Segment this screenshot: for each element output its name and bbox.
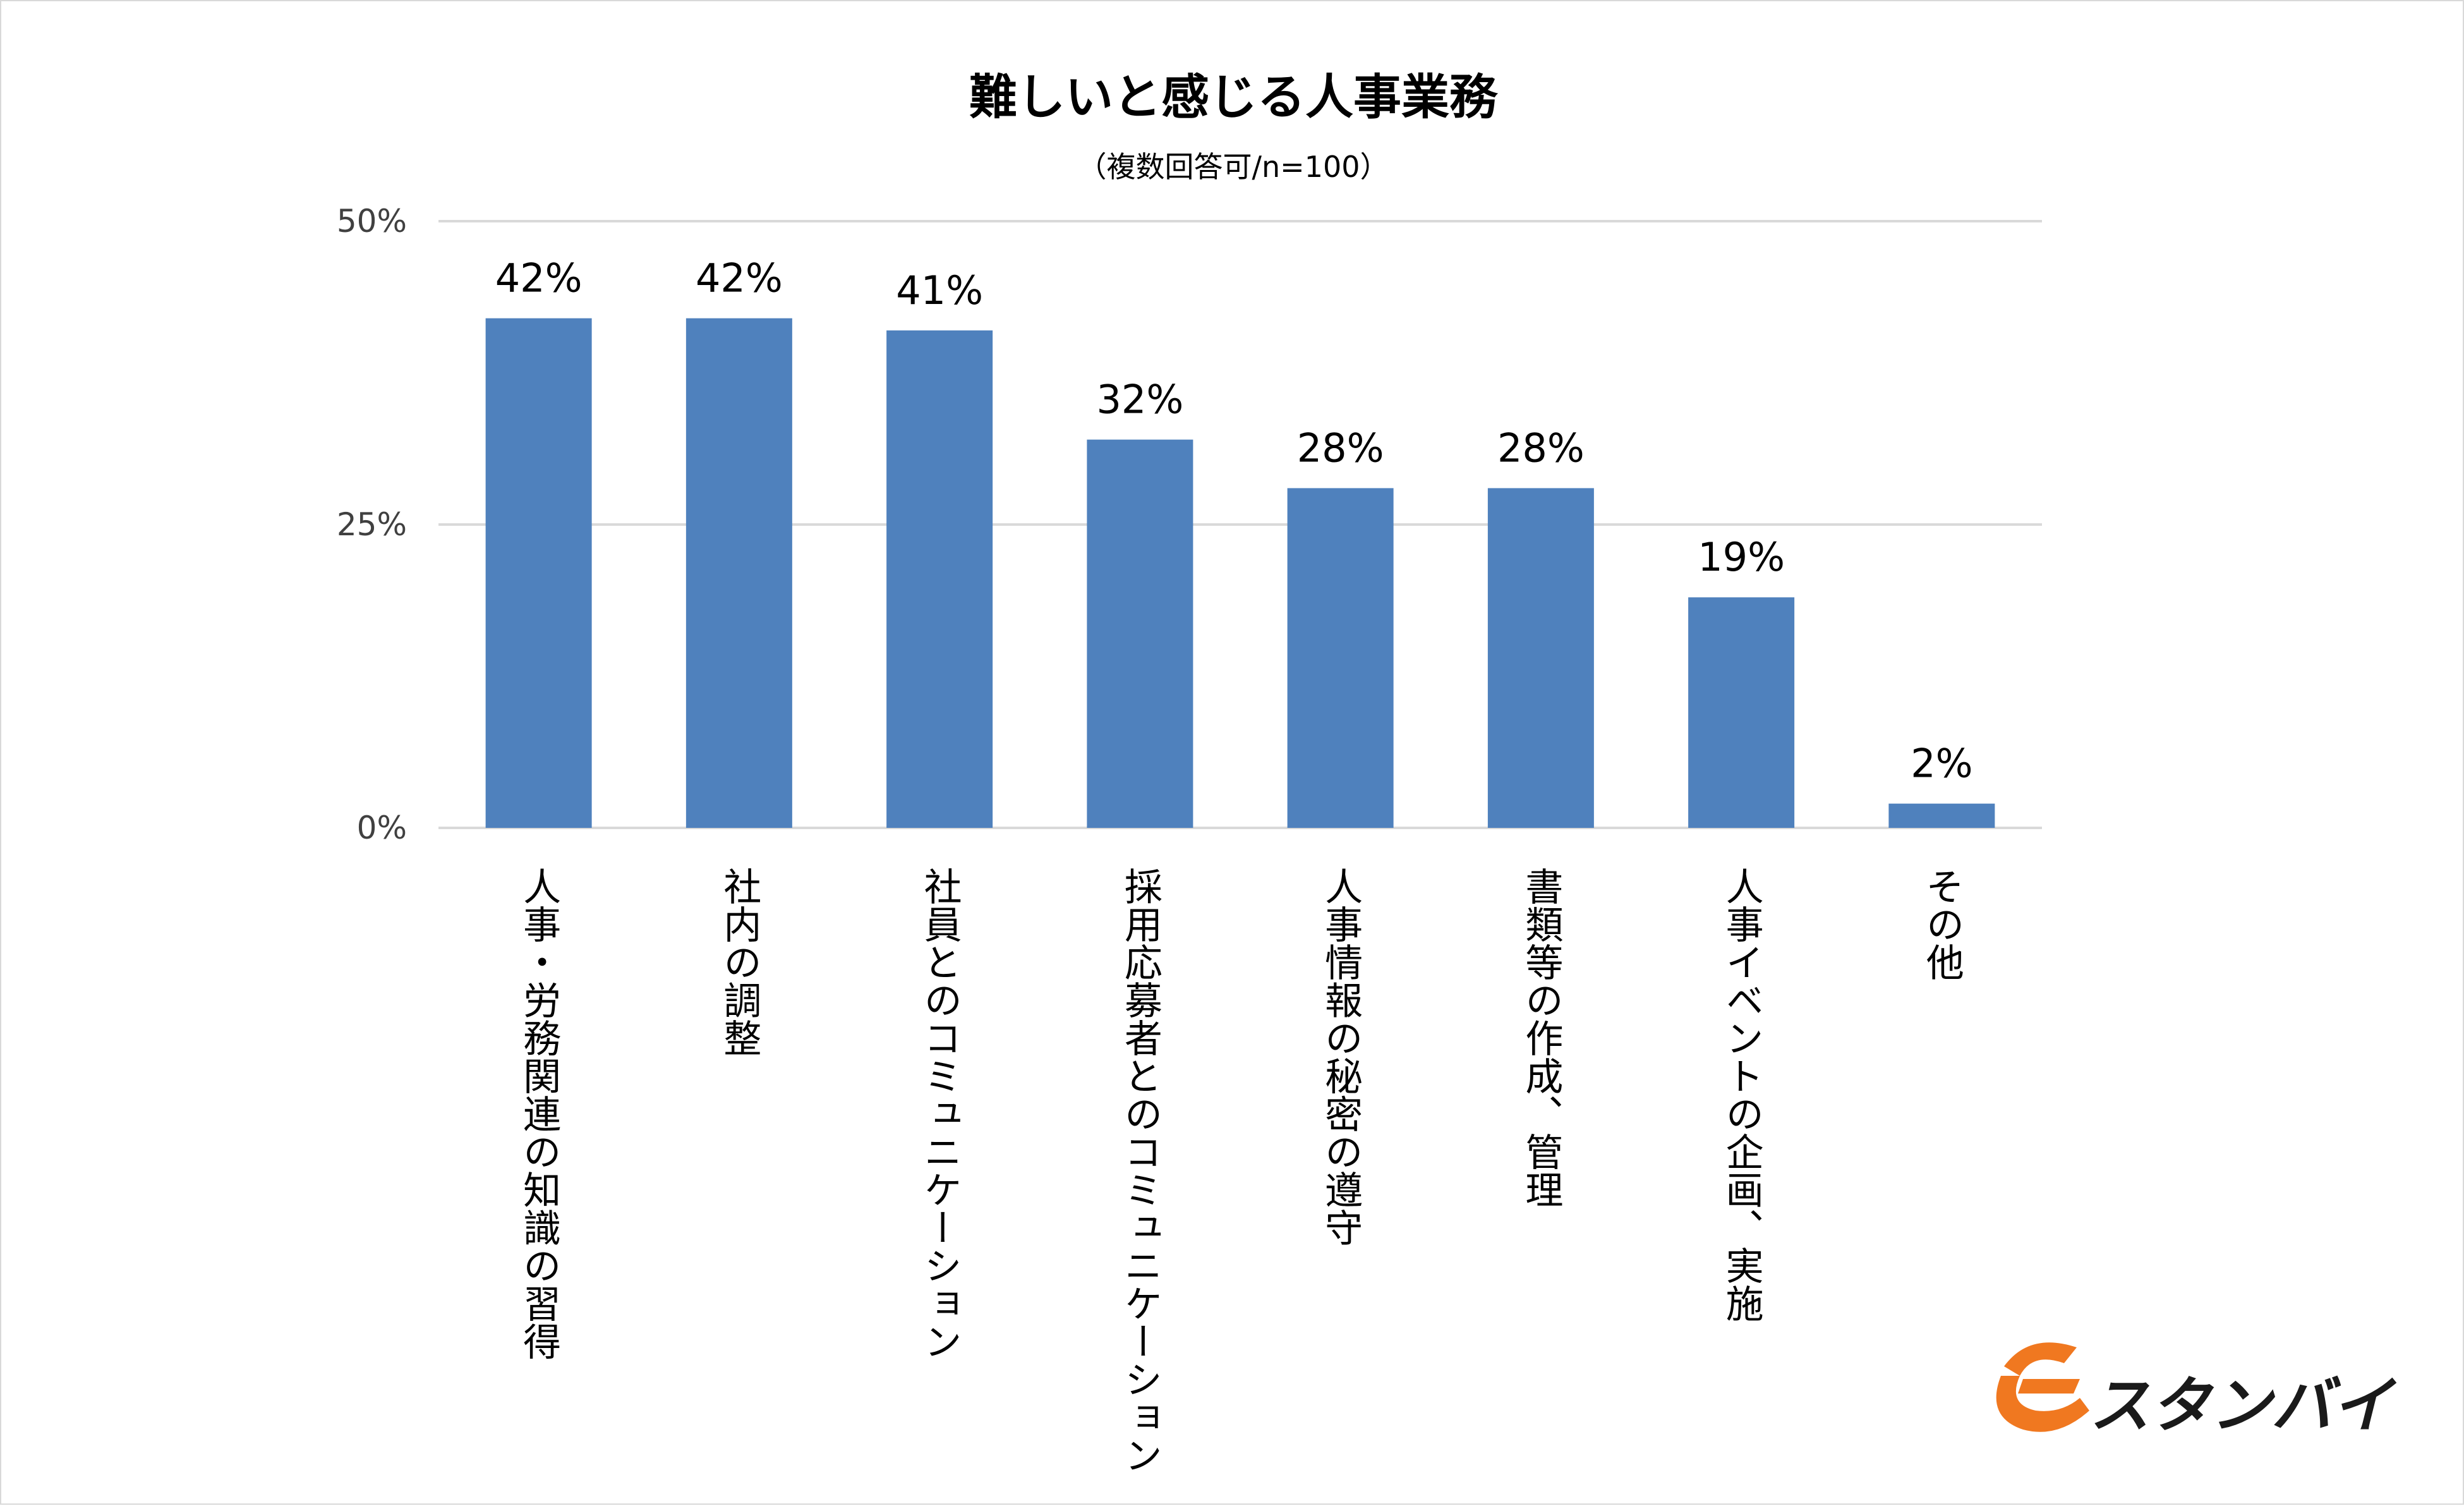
data-label: 42% (696, 255, 783, 301)
y-tick-label: 0% (357, 810, 407, 846)
bar (1087, 439, 1193, 828)
bar (1888, 803, 1995, 828)
category-label: 人事イベントの企画、実施 (1719, 867, 1763, 1322)
bar (1487, 488, 1594, 828)
logo-mark-icon (1996, 1342, 2089, 1432)
category-label: 採用応募者とのコミュニケーション (1118, 867, 1162, 1474)
data-label: 19% (1698, 534, 1785, 580)
y-tick-label: 50% (337, 203, 407, 240)
chart-subtitle: （複数回答可/n=100） (1078, 150, 1389, 184)
data-label: 28% (1497, 425, 1585, 471)
data-label: 28% (1297, 425, 1384, 471)
brand-logo: スタンバイ (1996, 1342, 2397, 1441)
gridlines (438, 220, 2042, 829)
logo-text: スタンバイ (2089, 1370, 2397, 1441)
data-label: 2% (1911, 741, 1972, 787)
bar (1287, 488, 1394, 828)
bars (485, 318, 1995, 829)
y-axis-ticks: 0% 25% 50% (337, 203, 407, 846)
bar (886, 330, 993, 828)
category-label: 人事・労務関連の知識の習得 (517, 867, 561, 1360)
category-label: その他 (1919, 867, 1964, 981)
bar (1688, 597, 1795, 828)
data-label: 32% (1096, 377, 1183, 423)
bar (485, 318, 592, 829)
category-label: 人事情報の秘密の遵守 (1319, 867, 1363, 1246)
category-label: 書類等の作成、管理 (1519, 867, 1563, 1208)
data-label: 41% (896, 267, 983, 313)
category-label: 社内の調整 (717, 867, 761, 1057)
category-labels: 人事・労務関連の知識の習得 社内の調整 社員とのコミュニケーション 採用応募者とのコミ… (517, 867, 1964, 1474)
category-label: 社員とのコミュニケーション (917, 867, 962, 1360)
value-labels: 42% 42% 41% 32% 28% 28% 19% 2% (495, 255, 1973, 787)
chart-title: 難しいと感じる人事業務 (969, 69, 1499, 125)
bar (685, 318, 792, 829)
y-tick-label: 25% (337, 506, 407, 543)
data-label: 42% (495, 255, 583, 301)
